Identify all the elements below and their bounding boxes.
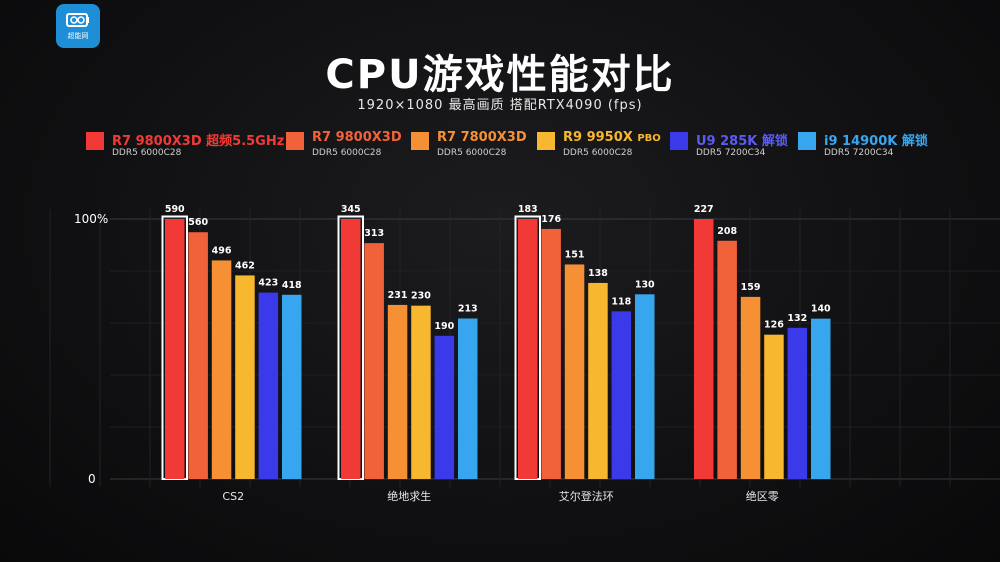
legend-sub: DDR5 6000C28 [112, 148, 182, 158]
bar-value-label: 345 [341, 204, 361, 215]
bar-value-label: 423 [258, 278, 278, 289]
bar-value-label: 138 [588, 268, 608, 279]
bar [694, 219, 714, 479]
bar-value-label: 418 [282, 280, 302, 291]
bar [635, 294, 655, 479]
bar-value-label: 151 [565, 249, 585, 260]
legend-label: R7 9800X3D 超频5.5GHz [112, 134, 285, 149]
bar [611, 311, 632, 479]
bar-value-label: 231 [388, 290, 408, 301]
bar [411, 305, 431, 479]
x-tick-label: 艾尔登法环 [559, 489, 614, 503]
chart-subtitle: 1920×1080 最高画质 搭配RTX4090 (fps) [357, 98, 643, 113]
bar-value-label: 118 [611, 296, 631, 307]
bar [787, 327, 808, 479]
legend-sub: DDR5 6000C28 [312, 148, 382, 158]
bar [188, 232, 208, 479]
legend-swatch [670, 132, 688, 150]
bar-value-label: 183 [518, 204, 538, 215]
legend-sub: DDR5 6000C28 [563, 148, 633, 158]
gpu-icon [66, 13, 89, 27]
x-tick-label: 绝地求生 [387, 489, 431, 503]
bar [235, 275, 255, 479]
bar-value-label: 126 [764, 320, 784, 331]
bar [211, 260, 232, 479]
x-tick-label: CS2 [222, 490, 244, 503]
bar-value-label: 462 [235, 260, 255, 271]
bar [282, 294, 302, 479]
bar [434, 335, 455, 479]
bar [588, 282, 608, 479]
legend-sub: DDR5 7200C34 [696, 148, 766, 158]
chart-title: CPU游戏性能对比 [325, 52, 675, 98]
bar [740, 296, 761, 479]
bar [717, 240, 737, 479]
bar-value-label: 159 [741, 282, 761, 293]
bar-value-label: 230 [411, 291, 431, 302]
bar-value-label: 560 [188, 217, 208, 228]
bar [387, 304, 408, 479]
legend-label: U9 285K 解锁 [696, 134, 788, 149]
bar-value-label: 176 [541, 214, 561, 225]
bar [258, 292, 279, 479]
legend-label-main: R9 9950X [563, 130, 633, 145]
y-tick-label-100: 100% [74, 212, 108, 226]
bar-value-label: 190 [434, 321, 454, 332]
bar-value-label: 130 [635, 279, 655, 290]
bar [541, 228, 561, 479]
bar-value-label: 227 [694, 204, 714, 215]
legend-label-suffix: PBO [637, 133, 661, 144]
bar-value-label: 590 [165, 204, 185, 215]
bar [564, 264, 585, 479]
legend-swatch [798, 132, 816, 150]
bar-value-label: 496 [212, 245, 232, 256]
bar [458, 318, 478, 479]
bar-value-label: 140 [811, 304, 831, 315]
bar [165, 219, 185, 479]
legend-label: i9 14900K 解锁 [824, 134, 928, 149]
legend-swatch [537, 132, 555, 150]
legend-label: R9 9950X PBO [563, 130, 661, 145]
legend-swatch [86, 132, 104, 150]
legend-swatch [411, 132, 429, 150]
bar [364, 243, 384, 479]
legend-sub: DDR5 6000C28 [437, 148, 507, 158]
legend-sub: DDR5 7200C34 [824, 148, 894, 158]
y-tick-label-0: 0 [88, 472, 96, 486]
bar [811, 318, 831, 479]
bar [518, 219, 538, 479]
bar-value-label: 132 [787, 313, 807, 324]
logo-name: 超能网 [67, 32, 89, 40]
x-tick-label: 绝区零 [746, 489, 779, 503]
legend-swatch [286, 132, 304, 150]
legend-label: R7 7800X3D [437, 130, 527, 145]
logo: 超能网 [56, 4, 100, 48]
bar-value-label: 208 [717, 226, 737, 237]
bar [341, 219, 361, 479]
legend-label: R7 9800X3D [312, 130, 402, 145]
bar-value-label: 313 [364, 228, 384, 239]
bar [764, 334, 784, 479]
bar-value-label: 213 [458, 303, 478, 314]
